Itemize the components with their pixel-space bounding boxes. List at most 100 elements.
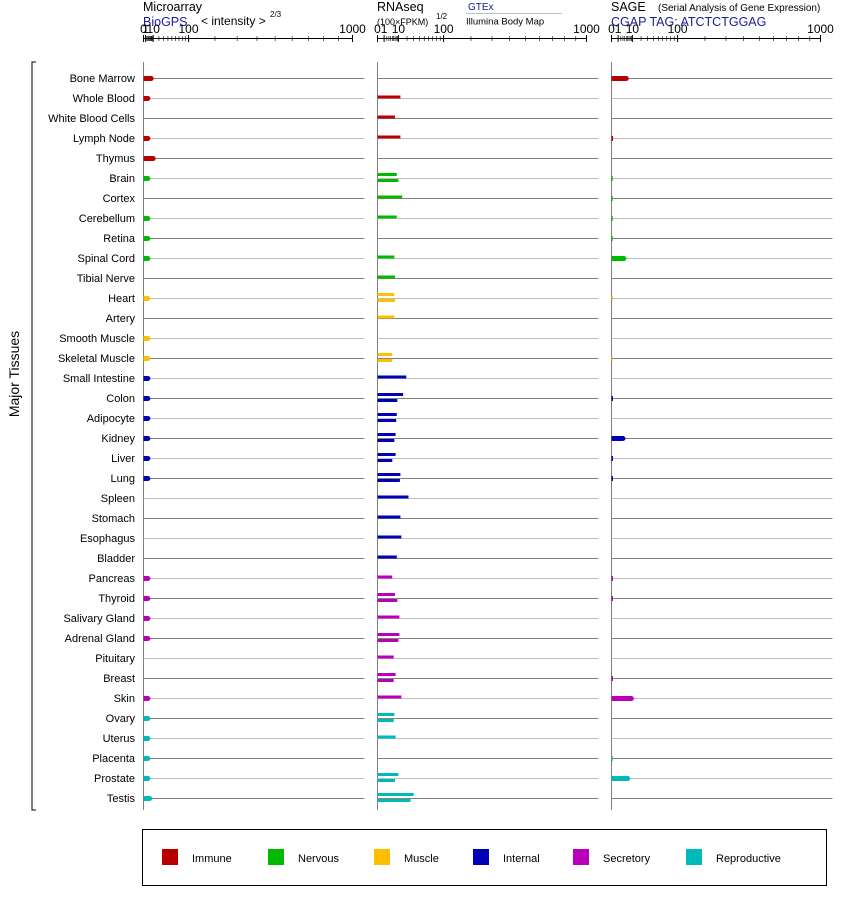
tissue-label: Adrenal Gland — [65, 633, 135, 645]
sage-bar — [611, 696, 632, 701]
rnaseq-panel: 0 1 10 100 1000 — [374, 22, 600, 810]
tissue-label: Lung — [111, 473, 135, 485]
legend: Immune Nervous Muscle Internal Secretory Repr… — [162, 849, 781, 865]
sage-bar — [611, 576, 613, 581]
tissue-label: Kidney — [101, 433, 135, 445]
rnaseq-bar — [377, 353, 393, 356]
sage-tick-label: 1 — [615, 22, 622, 36]
rnaseq-bar — [377, 495, 409, 499]
microarray-bar-cap — [150, 156, 156, 161]
microarray-bar-cap — [145, 336, 151, 341]
microarray-bar-cap — [145, 436, 151, 441]
sage-panel: 0 1 10 100 1000 — [608, 22, 834, 810]
tissue-label: Brain — [109, 173, 135, 185]
rnaseq-bar — [377, 413, 397, 416]
microarray-title: Microarray — [143, 0, 203, 14]
tissue-label: Heart — [108, 293, 135, 305]
rnaseq-bar — [377, 713, 395, 716]
microarray-bar-cap — [145, 296, 151, 301]
legend-swatch — [573, 849, 589, 865]
tissue-label: Spleen — [101, 493, 135, 505]
microarray-bar-cap — [145, 416, 151, 421]
rnaseq-bar — [377, 299, 395, 302]
sage-bar — [611, 476, 613, 481]
sage-subtitle: (Serial Analysis of Gene Expression) — [658, 3, 820, 14]
microarray-bar-cap — [145, 256, 151, 261]
tissue-label: Skeletal Muscle — [58, 353, 135, 365]
tissue-label: Pancreas — [89, 573, 136, 585]
tissue-label: Smooth Muscle — [59, 333, 135, 345]
gtex-link[interactable]: GTEx — [468, 2, 494, 13]
rnaseq-exponent: 1/2 — [436, 12, 448, 21]
sage-tick-label: 10 — [626, 22, 640, 36]
legend-swatch — [268, 849, 284, 865]
tissue-label: Small Intestine — [63, 373, 135, 385]
microarray-bar-cap — [145, 576, 151, 581]
rnaseq-bar — [377, 135, 401, 139]
sage-bar-cap — [623, 76, 629, 81]
illumina-body-map-link[interactable]: Illumina Body Map — [466, 17, 544, 28]
legend-swatch — [374, 849, 390, 865]
sage-bar — [611, 296, 613, 301]
legend-label: Reproductive — [716, 853, 781, 865]
sage-bar — [611, 256, 624, 261]
microarray-header: Microarray BioGPS < intensity > 2/3 — [143, 0, 282, 29]
rnaseq-bar — [377, 275, 395, 279]
rnaseq-bar — [377, 695, 402, 699]
microarray-tick-label: 10 — [147, 22, 161, 36]
sage-tag-link[interactable]: CGAP TAG: ATCTCTGGAG — [611, 15, 766, 29]
rnaseq-tick-label: 1000 — [573, 22, 600, 36]
sage-bar — [611, 236, 613, 241]
sage-bar — [611, 356, 613, 361]
tissue-label: Prostate — [94, 773, 135, 785]
rnaseq-bar — [377, 615, 400, 619]
rnaseq-bar — [377, 115, 395, 119]
rnaseq-bar — [377, 453, 396, 456]
rnaseq-bar — [377, 179, 399, 182]
sage-bar — [611, 216, 613, 221]
legend-box — [142, 829, 827, 886]
rnaseq-bar — [377, 673, 396, 676]
microarray-bar-cap — [145, 396, 151, 401]
tissue-label: Cerebellum — [79, 213, 135, 225]
rnaseq-bar — [377, 479, 400, 482]
rnaseq-bar — [377, 359, 393, 362]
rnaseq-bar — [377, 95, 401, 99]
rnaseq-tick-label: 10 — [392, 22, 406, 36]
sage-tick-label: 1000 — [807, 22, 834, 36]
rnaseq-tick-label: 0 — [374, 22, 381, 36]
microarray-bar-cap — [145, 736, 151, 741]
rnaseq-bar — [377, 399, 398, 402]
rnaseq-bar — [377, 735, 396, 739]
rnaseq-bar — [377, 255, 395, 259]
tissue-label: Stomach — [92, 513, 135, 525]
sage-bar — [611, 596, 613, 601]
tissue-label: Spinal Cord — [78, 253, 135, 265]
rnaseq-bar — [377, 593, 395, 596]
tissue-label: Salivary Gland — [63, 613, 135, 625]
sage-bar-cap — [621, 256, 627, 261]
tissue-label: Ovary — [106, 713, 136, 725]
rnaseq-bar — [377, 779, 395, 782]
microarray-source-link[interactable]: BioGPS — [143, 15, 187, 29]
tissue-labels: Bone Marrow Whole Blood White Blood Cells L… — [48, 73, 136, 805]
rnaseq-bar — [377, 433, 396, 436]
microarray-bar-cap — [147, 796, 153, 801]
tissue-label: Placenta — [92, 753, 136, 765]
rnaseq-tick-label: 1 — [381, 22, 388, 36]
legend-swatch — [473, 849, 489, 865]
microarray-bar-cap — [145, 236, 151, 241]
microarray-bar-cap — [145, 756, 151, 761]
sage-bar — [611, 176, 613, 181]
microarray-bar-cap — [145, 176, 151, 181]
rnaseq-header: RNAseq (100×FPKM) 1/2 GTEx Illumina Body… — [377, 0, 562, 28]
sage-bar — [611, 776, 628, 781]
tissue-label: Bone Marrow — [70, 73, 135, 85]
legend-label: Muscle — [404, 853, 439, 865]
sage-bar-cap — [620, 436, 626, 441]
legend-swatch — [162, 849, 178, 865]
microarray-bar-cap — [148, 76, 154, 81]
